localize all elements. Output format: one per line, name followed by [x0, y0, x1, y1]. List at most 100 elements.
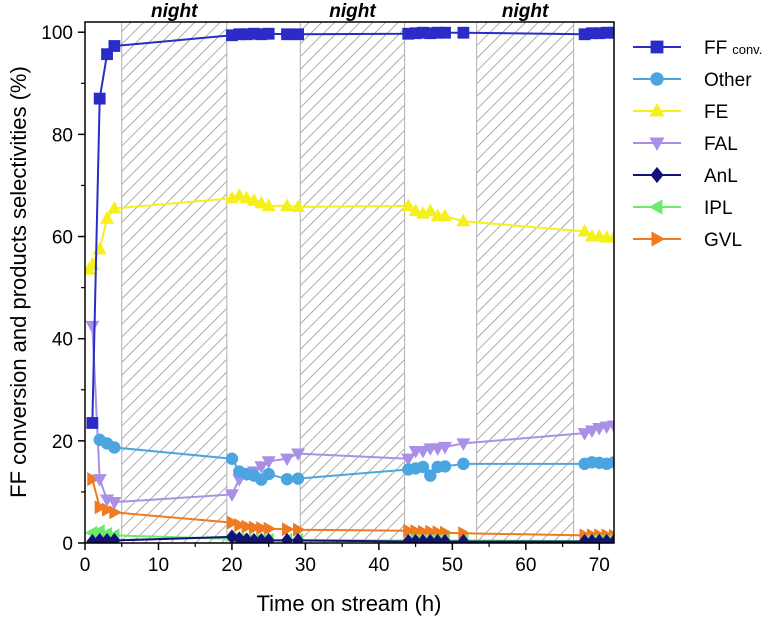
data-point-other — [438, 460, 452, 473]
night-label-0: night — [151, 1, 198, 22]
data-point-gvl — [241, 519, 255, 534]
data-point-fal — [261, 456, 276, 469]
legend-marker-fal — [649, 137, 665, 152]
legend-label-ff: FF conv. — [704, 38, 762, 59]
night-band-0 — [121, 22, 227, 543]
data-point-fe — [254, 195, 269, 209]
data-point-fe — [239, 190, 254, 204]
data-point-fal — [584, 425, 599, 439]
data-point-gvl — [94, 500, 108, 515]
series-anl — [86, 529, 614, 543]
night-periods — [121, 22, 575, 543]
legend-marker-anl — [650, 166, 664, 184]
data-point-gvl — [101, 502, 115, 517]
legend-item-other: Other — [633, 70, 752, 91]
data-point-anl — [292, 532, 305, 543]
y-tick-label: 100 — [41, 23, 73, 44]
x-tick-label: 40 — [368, 555, 389, 576]
data-point-fe — [456, 213, 471, 227]
data-point-ff — [281, 28, 293, 41]
data-point-gvl — [281, 522, 295, 537]
x-tick-label: 50 — [442, 555, 463, 576]
data-point-gvl — [248, 520, 262, 535]
legend-marker-ipl — [648, 199, 663, 215]
data-point-anl — [262, 532, 275, 543]
data-point-ff — [108, 40, 121, 52]
x-tick-label: 60 — [515, 555, 536, 576]
legend-marker-fe — [649, 102, 665, 117]
data-point-gvl — [292, 522, 306, 537]
data-point-fe — [280, 198, 295, 211]
data-point-fal — [606, 420, 614, 433]
data-point-anl — [607, 533, 614, 543]
data-point-fe — [423, 203, 438, 217]
x-tick-label: 0 — [80, 555, 91, 576]
data-point-fal — [401, 453, 416, 467]
y-tick-label: 80 — [52, 125, 73, 146]
data-point-anl — [108, 532, 121, 543]
series-ff — [86, 26, 614, 429]
legend-label-ipl: IPL — [704, 198, 733, 219]
night-band-1 — [300, 22, 405, 543]
x-tick-label: 10 — [148, 555, 169, 576]
data-point-gvl — [417, 524, 431, 539]
data-point-ff — [439, 26, 451, 39]
legend-item-ff: FF conv. — [633, 38, 762, 59]
data-point-gvl — [234, 518, 247, 533]
legend-item-ipl: IPL — [633, 198, 733, 219]
data-point-ff — [262, 27, 275, 40]
data-point-other — [424, 469, 437, 482]
data-point-fe — [606, 230, 614, 243]
data-point-anl — [457, 533, 470, 543]
data-point-other — [262, 467, 275, 481]
data-point-fe — [577, 224, 592, 237]
data-point-other — [225, 452, 239, 465]
y-tick-label: 20 — [52, 432, 73, 453]
series-other — [93, 433, 614, 486]
data-point-fal — [107, 497, 122, 510]
data-point-ff — [93, 92, 106, 105]
data-point-fal — [92, 474, 107, 487]
data-point-fal — [415, 445, 430, 459]
data-point-anl — [281, 532, 294, 543]
data-point-fe — [246, 193, 261, 206]
data-point-ff — [457, 26, 470, 39]
legend-item-anl: AnL — [633, 166, 738, 187]
data-point-anl — [439, 533, 452, 543]
legend-label-anl: AnL — [704, 166, 738, 187]
legend-label-other: Other — [704, 70, 752, 91]
data-point-other — [291, 472, 305, 485]
x-tick-label: 20 — [221, 555, 242, 576]
data-point-other — [108, 441, 121, 454]
data-series — [85, 26, 614, 543]
data-point-fal — [254, 461, 269, 474]
legend-label-gvl: GVL — [704, 230, 742, 251]
data-point-ff — [292, 28, 304, 41]
x-tick-label: 30 — [295, 555, 316, 576]
data-point-gvl — [256, 521, 269, 536]
data-point-fe — [107, 201, 122, 214]
data-point-fe — [261, 198, 276, 211]
data-point-fal — [224, 489, 239, 502]
legend-marker-other — [650, 72, 664, 86]
legend-marker-ff — [650, 40, 664, 54]
legend-label-fal: FAL — [704, 134, 738, 155]
data-point-other — [457, 457, 470, 471]
legend-item-gvl: GVL — [633, 230, 742, 251]
legend-item-fe: FE — [633, 102, 728, 123]
series-gvl — [87, 472, 614, 543]
data-point-gvl — [109, 505, 122, 520]
data-point-fal — [291, 448, 306, 462]
data-point-gvl — [425, 524, 438, 539]
data-point-fe — [408, 203, 423, 217]
data-point-gvl — [410, 524, 424, 539]
data-point-other — [416, 460, 430, 474]
data-point-ff — [101, 48, 113, 61]
night-label-2: night — [502, 1, 549, 22]
data-point-fal — [85, 320, 100, 334]
night-band-2 — [476, 22, 574, 543]
night-labels: night night night — [151, 1, 549, 22]
data-point-fal — [577, 428, 592, 441]
data-point-fe — [291, 199, 306, 212]
